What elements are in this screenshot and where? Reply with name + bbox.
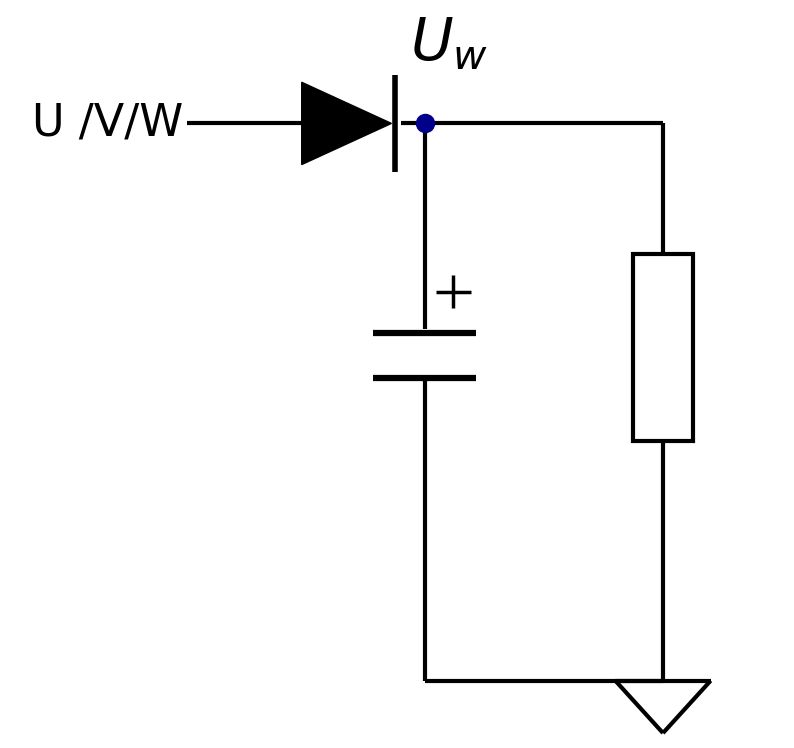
Text: $U_{w}$: $U_{w}$	[410, 16, 488, 73]
Text: U /V/W: U /V/W	[32, 102, 183, 145]
Polygon shape	[302, 82, 391, 165]
Bar	[633, 254, 693, 441]
